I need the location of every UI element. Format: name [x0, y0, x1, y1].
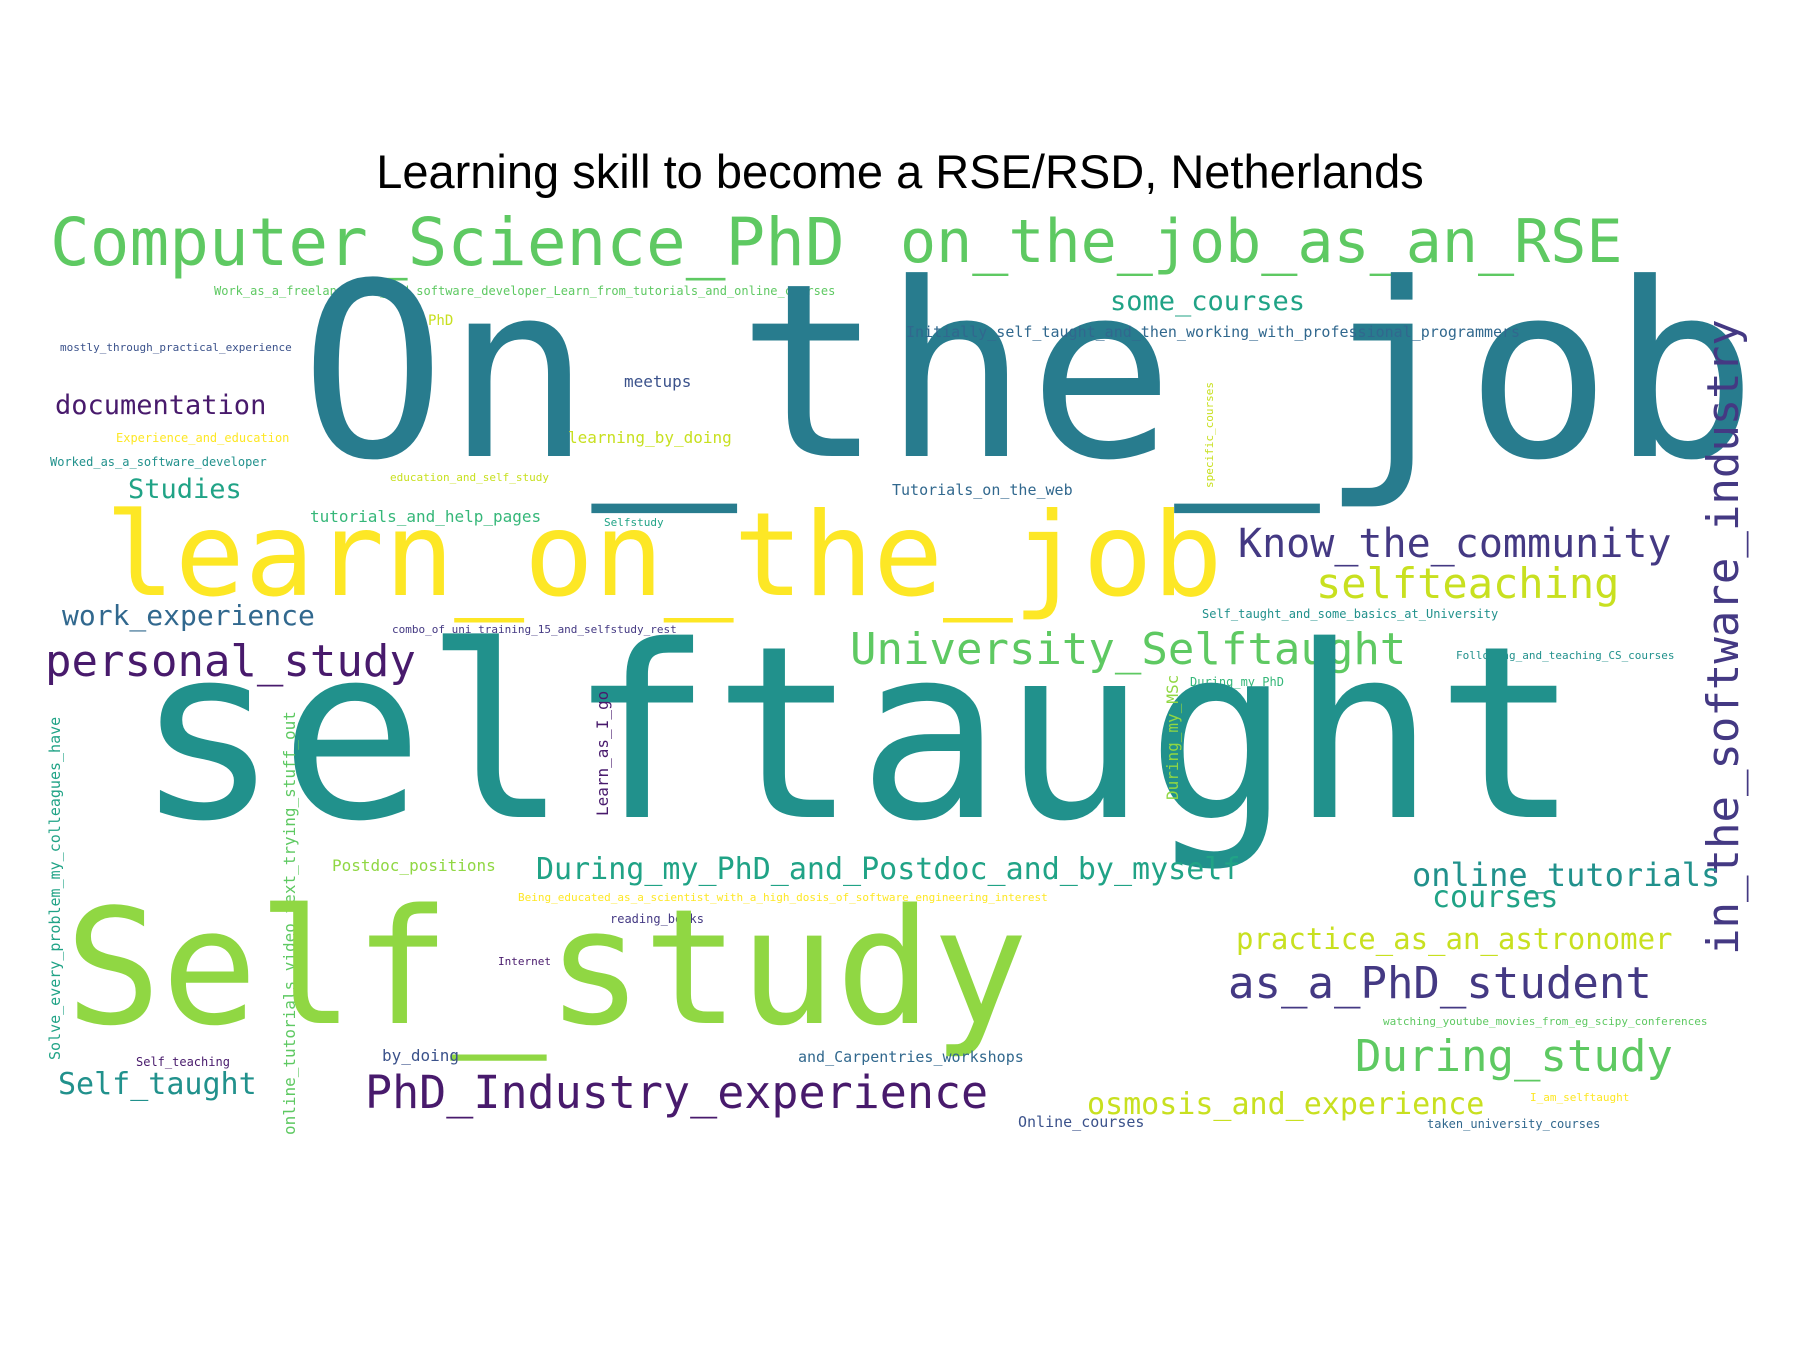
- word-cloud-word: Following_and_teaching_CS_courses: [1456, 649, 1675, 662]
- word-cloud-word: During_my_PhD: [1190, 675, 1284, 689]
- word-cloud-word: During_my_PhD_and_Postdoc_and_by_myself: [536, 852, 1241, 887]
- word-cloud-word: practice_as_an_astronomer: [1236, 922, 1673, 956]
- word-cloud-word: learning_by_doing: [568, 428, 732, 447]
- word-cloud-word: tutorials_and_help_pages: [310, 507, 542, 526]
- word-cloud-word: meetups: [624, 372, 692, 391]
- word-cloud-word: osmosis_and_experience: [1087, 1087, 1485, 1122]
- word-cloud-word: on_the_job_as_an_RSE: [900, 207, 1623, 277]
- word-cloud-word: Selfstudy: [604, 516, 664, 529]
- word-cloud-word: courses: [1432, 880, 1559, 915]
- word-cloud-word: as_a_PhD_student: [1228, 958, 1652, 1009]
- word-cloud-word: education_and_self_study: [390, 471, 549, 484]
- figure-title: Learning skill to become a RSE/RSD, Neth…: [376, 145, 1424, 198]
- word-cloud-word: Solve_every_problem_my_colleagues_have: [46, 716, 64, 1060]
- word-cloud-word: Learn_as_I_go: [593, 690, 612, 816]
- word-cloud-word: specific_courses: [1203, 382, 1216, 488]
- word-cloud-word: some_courses: [1110, 286, 1306, 317]
- word-cloud-word: Worked_as_a_software_developer: [50, 455, 267, 469]
- word-cloud-word: watching_youtube_movies_from_eg_scipy_co…: [1383, 1015, 1708, 1028]
- word-cloud-word: documentation: [55, 390, 267, 421]
- word-cloud-word: Initially_self_taught_and_then_working_w…: [906, 323, 1521, 341]
- word-cloud-word: During_my_MSc: [1163, 674, 1182, 800]
- word-cloud-word: Self_taught_and_some_basics_at_Universit…: [1202, 607, 1499, 621]
- word-cloud-word: Computer_Science_PhD: [50, 204, 845, 281]
- word-cloud-word: Postdoc_positions: [332, 856, 496, 875]
- word-cloud-word: Studies: [128, 474, 242, 505]
- word-cloud-word: Self_teaching: [136, 1055, 230, 1069]
- word-cloud-word: Experience_and_education: [116, 431, 290, 445]
- word-cloud-word: taken_university_courses: [1427, 1117, 1601, 1131]
- word-cloud-word: PhD: [428, 313, 454, 329]
- word-cloud-word: work_experience: [62, 599, 315, 632]
- word-cloud-word: and_Carpentries_workshops: [798, 1048, 1024, 1066]
- word-cloud-word: learn_on_the_job: [105, 488, 1223, 623]
- word-cloud-word: mostly_through_practical_experience: [60, 341, 292, 354]
- word-cloud-word: Know_the_community: [1238, 521, 1672, 567]
- word-cloud-word: selftaught: [135, 594, 1580, 874]
- word-cloud-word: Being_educated_as_a_scientist_with_a_hig…: [518, 891, 1048, 904]
- word-cloud-word: During_study: [1355, 1031, 1673, 1082]
- word-cloud-word: Internet: [498, 955, 551, 968]
- word-cloud-word: Tutorials_on_the_web: [892, 481, 1073, 499]
- word-cloud-word: online_tutorials: [1412, 856, 1721, 894]
- word-cloud-word: Self_taught: [58, 1067, 257, 1102]
- word-cloud-word: I_am_selftaught: [1530, 1091, 1630, 1104]
- word-cloud-word: selfteaching: [1316, 559, 1620, 608]
- word-cloud-word: combo_of_uni_training_15_and_selfstudy_r…: [392, 623, 677, 636]
- word-cloud-word: University_Selftaught: [850, 624, 1407, 675]
- word-cloud-word: PhD_Industry_experience: [365, 1066, 989, 1119]
- word-cloud-word: personal_study: [45, 636, 416, 687]
- word-cloud-word: Online_courses: [1018, 1113, 1145, 1131]
- word-cloud-word: reading_books: [610, 912, 704, 926]
- word-cloud-word: by_doing: [382, 1046, 460, 1065]
- word-cloud-word: Work_as_a_freelance_web_and_software_dev…: [214, 284, 836, 298]
- word-cloud-word: Self_study: [65, 874, 1029, 1061]
- word-cloud-word: On_the_job: [300, 232, 1757, 514]
